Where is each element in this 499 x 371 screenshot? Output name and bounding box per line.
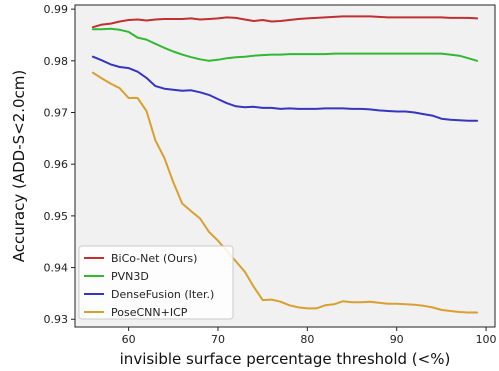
x-tick-label: 70	[211, 333, 225, 346]
series-line-1	[91, 27, 479, 62]
series-line-2	[91, 55, 479, 122]
legend-label-1: PVN3D	[111, 270, 149, 283]
ticks-layer: 60 70 80 90 100 0.93 0.94 0.95 0.96 0.97 0.98 0.99	[44, 3, 497, 346]
x-tick-label: 90	[390, 333, 404, 346]
series-line-3	[91, 71, 479, 314]
x-tick-label: 60	[122, 333, 136, 346]
y-tick-label: 0.93	[44, 313, 69, 326]
legend-label-3: PoseCNN+ICP	[111, 306, 188, 319]
legend-label-0: BiCo-Net (Ours)	[111, 252, 197, 265]
y-tick-label: 0.99	[44, 3, 69, 16]
y-tick-label: 0.97	[44, 107, 69, 120]
y-axis-title: Accuracy (ADD-S<2.0cm)	[10, 70, 28, 263]
legend-box	[78, 245, 234, 320]
y-tick-label: 0.95	[44, 210, 69, 223]
x-axis-title: invisible surface percentage threshold (…	[120, 350, 451, 368]
y-tick-label: 0.98	[44, 55, 69, 68]
series-layer	[91, 15, 479, 314]
x-tick-label: 100	[476, 333, 497, 346]
y-tick-label: 0.96	[44, 158, 69, 171]
legend: BiCo-Net (Ours) PVN3D DenseFusion (Iter.) P…	[78, 245, 234, 320]
x-tick-label: 80	[300, 333, 314, 346]
y-tick-label: 0.94	[44, 262, 69, 275]
series-line-0	[91, 15, 479, 29]
legend-label-2: DenseFusion (Iter.)	[111, 288, 214, 301]
